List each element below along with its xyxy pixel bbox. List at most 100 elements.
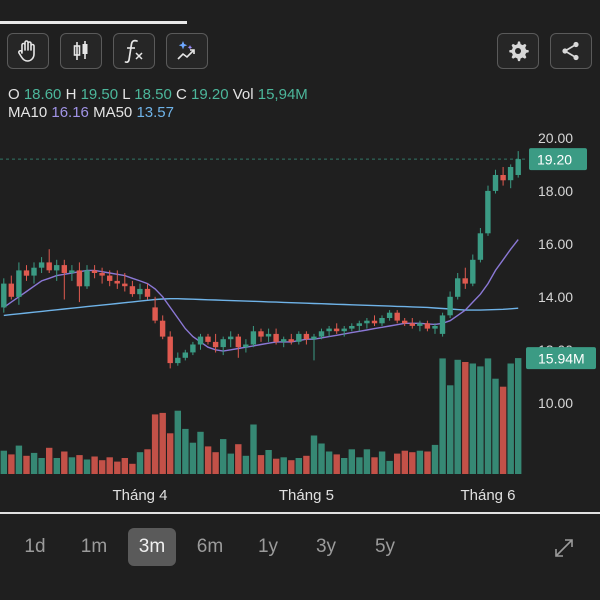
high-value: 19.50: [80, 86, 119, 103]
volume-bar: [439, 358, 446, 474]
candle-body: [8, 283, 14, 297]
volume-bar: [318, 443, 325, 474]
candle-body: [220, 339, 226, 348]
candle-body: [485, 190, 491, 234]
volume-bar: [507, 363, 514, 474]
candle-body: [455, 278, 461, 297]
last-price-label: 19.20: [537, 152, 572, 168]
ma50-line: [3, 298, 519, 317]
price-chart[interactable]: 20.0018.0016.0014.0012.0010.0019.2015.94…: [0, 112, 600, 512]
candlestick-icon: [73, 41, 88, 60]
candle-body: [190, 344, 196, 353]
settings-button[interactable]: [497, 33, 539, 69]
candle-body: [296, 333, 302, 342]
candle-body: [152, 307, 158, 321]
y-tick-label: 10.00: [538, 395, 573, 411]
candle-body: [38, 262, 45, 268]
candle-body: [175, 357, 181, 364]
volume-bar: [68, 457, 76, 474]
volume-bar: [484, 358, 492, 474]
candle-body: [258, 331, 264, 337]
volume-bar: [265, 450, 272, 474]
candle-body: [54, 265, 60, 271]
share-button[interactable]: [550, 33, 592, 69]
last-price-tag: [529, 148, 587, 171]
volume-bar: [257, 455, 265, 474]
high-label: H: [65, 86, 77, 103]
volume-bar: [492, 378, 499, 474]
candle-body: [477, 233, 484, 260]
candle-body: [1, 283, 7, 308]
range-1m-button[interactable]: 1m: [80, 536, 108, 557]
volume-bar: [182, 428, 189, 474]
range-1d-button[interactable]: 1d: [24, 536, 46, 557]
y-tick-label: 14.00: [538, 289, 573, 305]
volume-bar: [477, 366, 484, 474]
volume-bar: [136, 452, 144, 474]
candle-body: [84, 270, 90, 287]
candle-body: [417, 323, 423, 326]
volume-bar: [121, 458, 128, 474]
volume-bar: [227, 453, 234, 474]
indicator-button[interactable]: [113, 33, 155, 69]
candle-body: [23, 270, 30, 276]
candle-body: [470, 259, 476, 284]
y-tick-label: 20.00: [538, 130, 573, 146]
candle-body: [439, 315, 446, 334]
candlestick-button[interactable]: [60, 33, 102, 69]
candle-body: [500, 175, 506, 181]
volume-bar: [144, 449, 151, 474]
volume-bar: [167, 433, 174, 474]
open-value: 18.60: [23, 86, 62, 103]
volume-bar: [189, 442, 197, 474]
candle-body: [144, 288, 151, 297]
volume-bar: [386, 460, 393, 474]
volume-bar: [250, 424, 257, 474]
hand-tool-button[interactable]: [7, 33, 49, 69]
candle-body: [515, 159, 521, 175]
candle-body: [107, 275, 113, 281]
last-volume-label: 15.94M: [538, 351, 585, 367]
range-5y-button[interactable]: 5y: [374, 536, 396, 557]
range-6m-button[interactable]: 6m: [196, 536, 224, 557]
range-3m-button[interactable]: 3m: [128, 528, 176, 566]
range-3y-button[interactable]: 3y: [315, 536, 337, 557]
volume-bar: [515, 358, 522, 474]
candle-body: [333, 328, 340, 332]
candle-body: [235, 336, 241, 348]
candle-body: [228, 336, 234, 340]
x-tick-label: Tháng 4: [112, 487, 167, 504]
candle-body: [409, 323, 415, 326]
volume-bar: [341, 458, 348, 474]
volume-bar: [151, 414, 159, 474]
ma10-value: 16.16: [51, 104, 89, 121]
last-volume-tag: [526, 347, 596, 370]
volume-bar: [273, 458, 280, 474]
volume-bar: [91, 456, 98, 474]
volume-bar: [499, 386, 507, 474]
candle-body: [31, 267, 37, 276]
candle-body: [318, 331, 325, 337]
candle-body: [402, 320, 408, 324]
expand-button[interactable]: [554, 538, 574, 563]
range-1y-button[interactable]: 1y: [257, 536, 279, 557]
low-value: 18.50: [134, 86, 172, 103]
volume-bar: [61, 451, 68, 474]
x-tick-label: Tháng 6: [460, 487, 515, 504]
x-tick-label: Tháng 5: [279, 487, 334, 504]
volume-bar: [159, 412, 166, 474]
volume-bar: [409, 452, 416, 474]
volume-bar: [447, 385, 454, 474]
volume-bar: [114, 461, 121, 474]
volume-bar: [38, 458, 45, 474]
ai-draw-button[interactable]: [166, 33, 208, 69]
chart-toolbar: [0, 33, 600, 71]
candle-body: [492, 175, 499, 191]
candle-body: [61, 265, 67, 273]
candle-body: [265, 333, 272, 337]
close-value: 19.20: [191, 86, 229, 103]
candle-body: [167, 336, 173, 364]
close-label: C: [175, 86, 187, 103]
volume-bar: [462, 362, 469, 474]
candle-body: [197, 336, 204, 345]
